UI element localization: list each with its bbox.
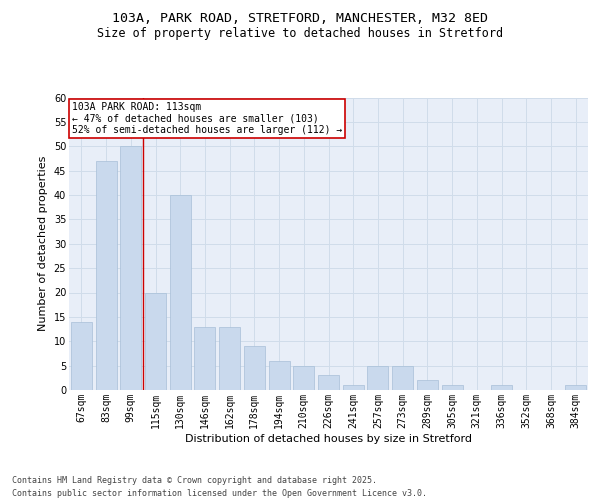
Bar <box>367 366 388 390</box>
Bar <box>565 385 586 390</box>
Bar <box>293 366 314 390</box>
Bar <box>269 361 290 390</box>
Bar <box>343 385 364 390</box>
Bar <box>392 366 413 390</box>
Bar <box>120 146 141 390</box>
Text: Contains public sector information licensed under the Open Government Licence v3: Contains public sector information licen… <box>12 489 427 498</box>
Bar <box>417 380 438 390</box>
Y-axis label: Number of detached properties: Number of detached properties <box>38 156 48 332</box>
Bar <box>318 376 339 390</box>
Text: Size of property relative to detached houses in Stretford: Size of property relative to detached ho… <box>97 28 503 40</box>
Text: 103A PARK ROAD: 113sqm
← 47% of detached houses are smaller (103)
52% of semi-de: 103A PARK ROAD: 113sqm ← 47% of detached… <box>71 102 342 135</box>
X-axis label: Distribution of detached houses by size in Stretford: Distribution of detached houses by size … <box>185 434 472 444</box>
Bar <box>95 161 116 390</box>
Bar <box>491 385 512 390</box>
Bar <box>219 326 240 390</box>
Bar <box>71 322 92 390</box>
Bar <box>244 346 265 390</box>
Text: 103A, PARK ROAD, STRETFORD, MANCHESTER, M32 8ED: 103A, PARK ROAD, STRETFORD, MANCHESTER, … <box>112 12 488 26</box>
Bar <box>442 385 463 390</box>
Bar <box>170 195 191 390</box>
Bar <box>194 326 215 390</box>
Bar <box>145 292 166 390</box>
Text: Contains HM Land Registry data © Crown copyright and database right 2025.: Contains HM Land Registry data © Crown c… <box>12 476 377 485</box>
